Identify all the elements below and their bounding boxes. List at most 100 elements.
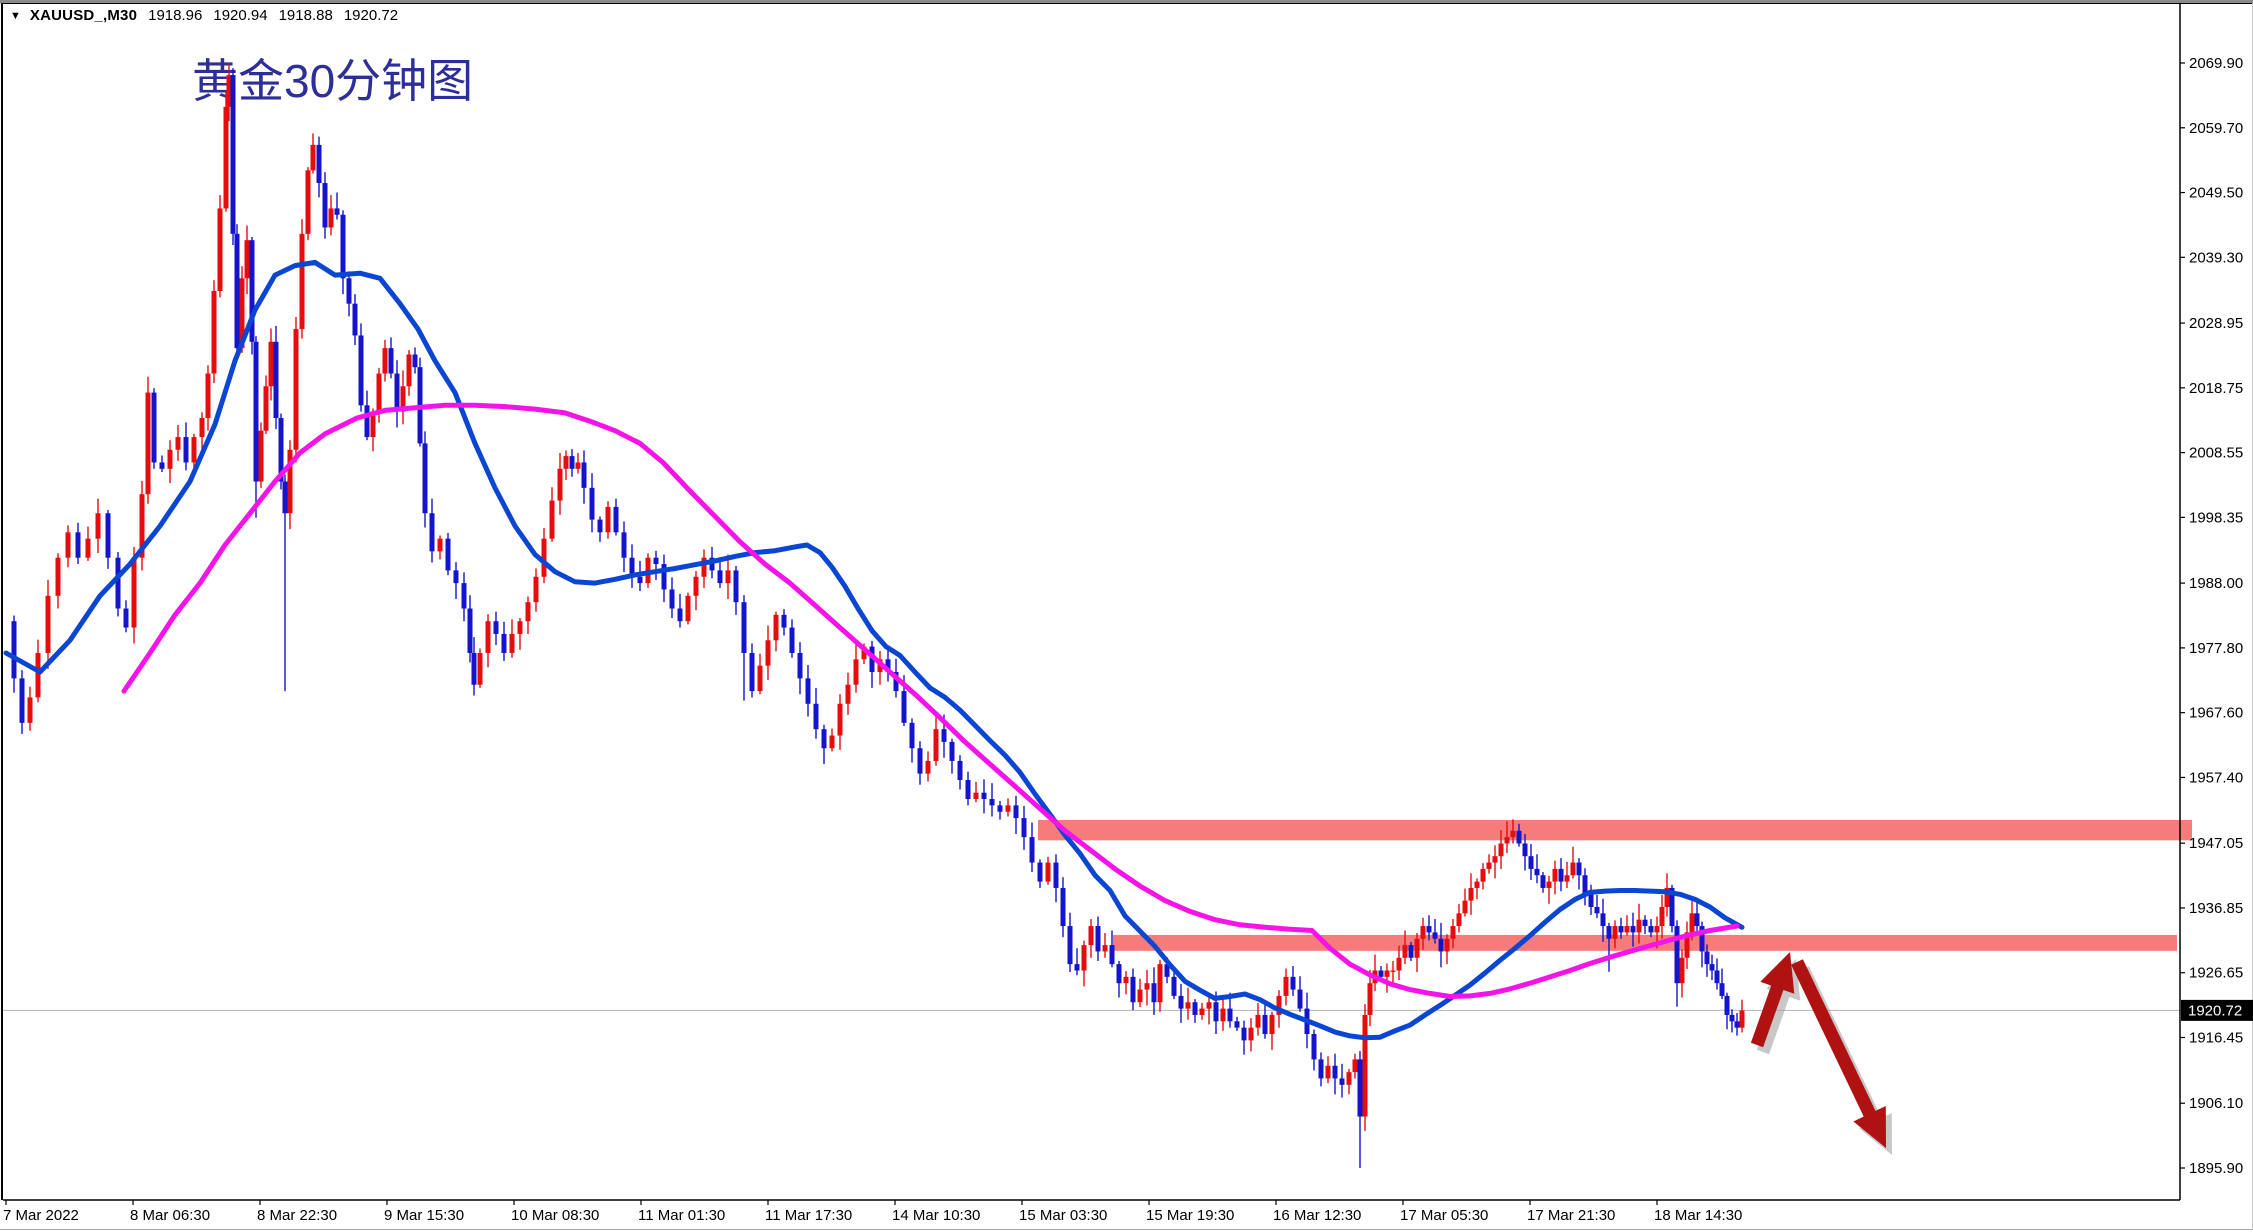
candle-body [115,557,121,609]
chart-frame-left [1,3,3,1200]
candle-body [258,430,264,482]
candle-body [19,678,25,723]
candle-body [429,513,435,552]
price-axis-label: 2069.90 [2189,55,2243,72]
candle-body [789,627,795,653]
candle-body [1213,1002,1219,1022]
candle-body [781,614,787,628]
price-axis-label: 1947.05 [2189,835,2243,852]
price-axis-label: 1936.85 [2189,900,2243,917]
candle-body [837,703,843,736]
candle-body [1123,976,1129,984]
time-axis-label: 8 Mar 22:30 [257,1207,337,1224]
current-price-badge-value: 1920.72 [2188,1002,2242,1019]
candle-body [773,614,779,641]
fast-ma-blue-line [3,259,1745,1041]
candle-body [1642,919,1648,927]
quote-close-value: 1920.72 [343,7,399,24]
time-axis-label: 8 Mar 06:30 [130,1207,210,1224]
candle-body [471,652,477,685]
candle-body [1227,1008,1233,1022]
quote-high-value: 1920.94 [213,7,268,24]
candle-body [1719,983,1725,996]
candle-body [805,678,811,704]
candle-body [123,608,129,628]
candle-body [1714,970,1720,984]
candle-body [941,729,947,742]
candle-body [821,729,827,749]
quote-low-value: 1918.88 [278,7,333,24]
candle-body [1648,926,1654,933]
candle-body [1624,926,1630,933]
candle-body [226,75,232,107]
candle-body [1339,1078,1345,1085]
candle-body [1444,938,1450,952]
candle-body [382,348,388,374]
candle-body [1396,957,1402,971]
candle-body [167,449,173,469]
candle-body [949,741,955,761]
price-axis-label: 1957.40 [2189,769,2243,786]
candle-body [105,513,111,558]
current-price-badge [2181,999,2253,1021]
candle-body [1570,862,1576,876]
candle-body [1522,843,1528,857]
candle-body [997,805,1003,812]
candle-body [885,659,891,673]
candle-body [1576,862,1582,876]
candle-body [1564,875,1570,882]
candle-body [1074,964,1080,971]
candle-body [1528,856,1534,869]
candle-body [400,386,406,412]
candle-body [412,354,418,368]
chevron-down-icon[interactable]: ▼ [10,9,21,22]
candle-body [797,652,803,679]
candle-body [597,519,603,533]
price-axis-label: 2008.55 [2189,445,2243,462]
candle-body [55,557,61,596]
candle-body [461,583,467,609]
candle-body [1130,976,1136,1003]
candle-body [1432,932,1438,939]
candle-body [1402,945,1408,958]
candle-body [1612,926,1618,939]
candle-body [145,392,151,495]
candle-body [581,462,587,488]
candle-body [388,348,394,374]
candle-body [1088,926,1094,946]
time-axis-label: 11 Mar 17:30 [765,1207,852,1224]
candle-body [223,106,229,209]
candle-body [1137,989,1143,1003]
candle-body [1384,970,1390,977]
candle-body [477,652,483,685]
price-axis-label: 2049.50 [2189,185,2243,202]
candle-body [925,760,931,774]
candle-body [1157,964,1163,1003]
price-axis-label: 1906.10 [2189,1095,2243,1112]
candle-body [358,335,364,406]
candle-body [1144,983,1150,990]
candle-body [159,462,165,469]
candle-body [1636,919,1642,933]
candle-body [1362,1014,1368,1117]
candle-body [217,208,223,291]
candle-body [829,735,835,749]
price-axis-label: 1988.00 [2189,575,2243,592]
candle-body [1540,875,1546,888]
candle-body [1492,856,1498,863]
resistance-zone-lower [1113,934,2177,951]
candle-body [1206,1002,1212,1009]
candle-body [757,665,763,692]
candle-body [244,240,250,279]
candle-body [287,449,293,514]
candle-body [1102,945,1108,952]
candle-body [299,233,305,330]
candle-body [1346,1072,1352,1085]
candle-body [1220,1008,1226,1022]
price-axis-label: 1998.35 [2189,509,2243,526]
chart-frame-top [1,3,2253,4]
candle-body [11,621,17,679]
candle-body [973,792,979,800]
